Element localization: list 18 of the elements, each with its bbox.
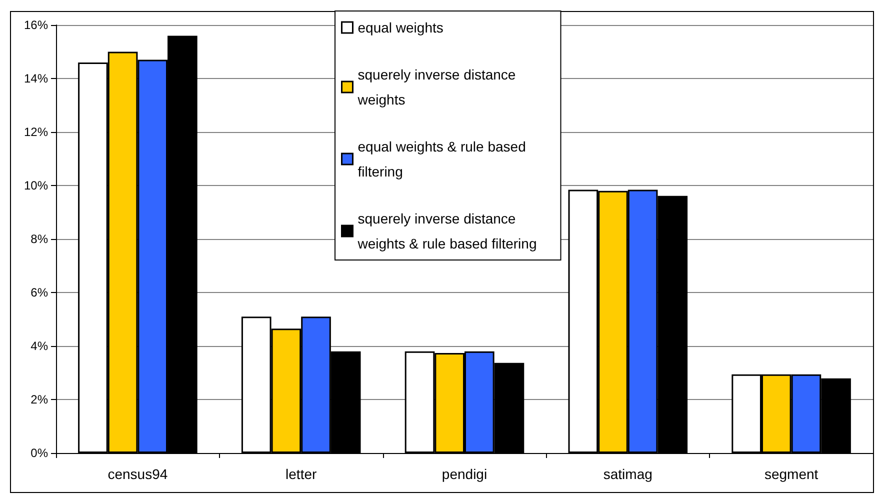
legend-label: squerely inverse distance weights (356, 66, 520, 108)
x-tick-label: census94 (108, 466, 168, 482)
y-tick-label: 12% (24, 125, 48, 139)
legend-label: equal weights (358, 20, 444, 36)
y-tick-label: 10% (24, 178, 48, 192)
legend-label: squerely inverse distance weights & rule based filtering (356, 210, 537, 252)
x-tick-label: letter (286, 466, 317, 482)
legend-label: equal weights & rule based filtering (358, 138, 530, 180)
x-tick-label: pendigi (442, 466, 488, 482)
y-tick-label: 0% (30, 446, 48, 460)
y-tick-label: 4% (30, 339, 48, 353)
y-tick-label: 16% (24, 18, 48, 32)
y-tick-label: 6% (30, 286, 48, 300)
y-tick-label: 14% (24, 72, 48, 86)
x-tick-label: satimag (603, 466, 652, 482)
y-tick-label: 2% (30, 392, 48, 406)
y-tick-label: 8% (30, 232, 48, 246)
x-tick-label: segment (764, 466, 818, 482)
